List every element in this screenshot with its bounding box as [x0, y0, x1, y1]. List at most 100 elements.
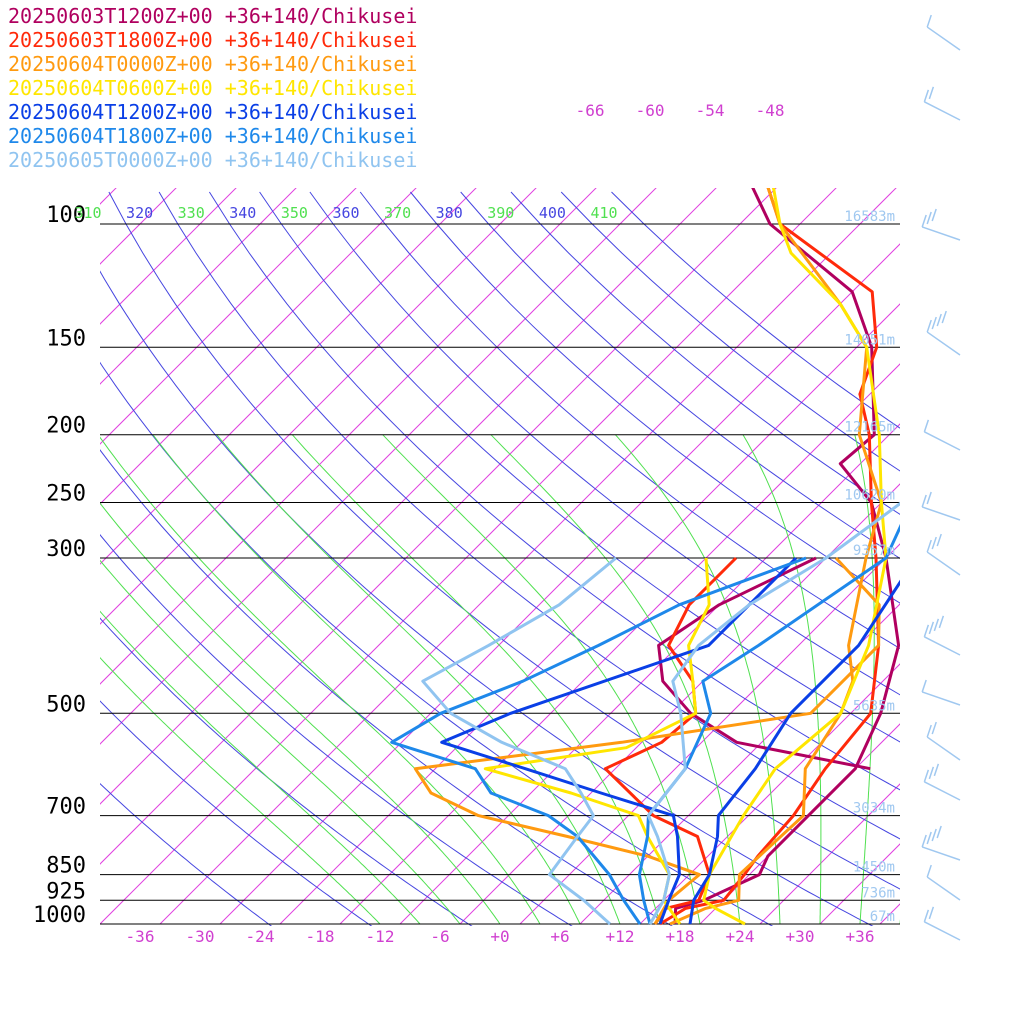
- height-label: 10620m: [844, 488, 895, 504]
- wind-barb-staff: [924, 781, 961, 801]
- wind-barb: [926, 533, 961, 576]
- pressure-label: 100: [46, 203, 86, 228]
- temperature-line: [688, 579, 900, 925]
- isotherm-line: [100, 188, 657, 745]
- isotherm-label: -54: [696, 101, 725, 120]
- height-label: 14051m: [844, 332, 895, 348]
- wind-barb-feather: [928, 621, 935, 635]
- wind-barb: [926, 310, 961, 356]
- isotherm-line: [100, 188, 417, 505]
- dewpoint-line: [421, 556, 617, 926]
- legend: 20250603T1200Z+00 +36+140/Chikusei 202506…: [8, 4, 417, 172]
- wind-barb-staff: [926, 551, 961, 576]
- isotherm-line: [639, 663, 900, 925]
- pressure-label: 250: [46, 482, 86, 507]
- isotherm-line: [100, 188, 537, 625]
- wind-barb-staff: [924, 921, 961, 941]
- wind-barbs: [921, 14, 961, 941]
- x-tick-label: +6: [550, 927, 569, 946]
- pressure-label: 200: [46, 414, 86, 439]
- height-label: 9357m: [853, 543, 895, 559]
- dewpoint-line: [603, 556, 738, 925]
- wind-barb: [923, 763, 961, 801]
- wind-barb: [923, 86, 961, 121]
- dewpoint-line: [390, 556, 807, 925]
- x-tick-label: +24: [726, 927, 755, 946]
- wind-barb-feather: [921, 834, 927, 848]
- moist-adiabat-line: [100, 610, 421, 925]
- theta-label: 400: [539, 204, 566, 222]
- wind-barb-feather: [923, 89, 930, 103]
- x-tick-label: -30: [186, 927, 215, 946]
- moist-adiabat-line: [216, 434, 621, 925]
- theta-label: 310: [74, 204, 101, 222]
- isobar-lines: [100, 223, 900, 925]
- isotherm-line: [100, 188, 357, 445]
- wind-barb-feather: [923, 419, 930, 433]
- temperature-line: [646, 501, 900, 925]
- dry-adiabat-line: [100, 617, 473, 926]
- isotherm-label: -48: [756, 101, 785, 120]
- height-label: 12165m: [844, 420, 895, 436]
- dry-adiabat-line: [460, 191, 900, 559]
- wind-barb-feather: [933, 618, 940, 632]
- wind-barb-feather: [936, 313, 942, 327]
- x-tick-label: -6: [430, 927, 449, 946]
- dry-adiabat-line: [100, 700, 373, 926]
- isotherm-line: [100, 188, 117, 205]
- x-tick-label: -24: [246, 927, 275, 946]
- dry-adiabat-line: [158, 191, 900, 840]
- wind-barb: [926, 14, 961, 51]
- theta-label: 330: [178, 204, 205, 222]
- legend-entry: 20250603T1200Z+00 +36+140/Chikusei: [8, 4, 418, 28]
- dry-adiabat-line: [100, 783, 273, 926]
- wind-barb-feather: [921, 494, 927, 508]
- isotherm-line: [100, 188, 477, 565]
- isotherm-line: [459, 483, 900, 925]
- isotherm-line: [100, 188, 777, 865]
- dry-adiabat-line: [100, 534, 573, 926]
- height-label: 16583m: [844, 209, 895, 225]
- wind-barb-feather: [931, 536, 937, 550]
- moist-adiabat-line: [100, 559, 461, 925]
- wind-barb-feather: [933, 763, 940, 777]
- wind-barb-feather: [926, 211, 932, 225]
- temperature-line: [673, 188, 900, 925]
- dry-adiabat-line: [359, 191, 900, 650]
- wind-barb-feather: [926, 831, 932, 845]
- isotherm-line: [100, 188, 837, 925]
- wind-barb-feather: [921, 214, 927, 228]
- height-label: 736m: [861, 885, 895, 901]
- isotherm-line: [579, 603, 900, 925]
- height-label: 3034m: [853, 801, 895, 817]
- legend-entry: 20250603T1800Z+00 +36+140/Chikusei: [8, 28, 418, 52]
- x-tick-label: -18: [306, 927, 335, 946]
- moist-adiabat-line: [490, 434, 741, 925]
- axis-labels: 100 16583m 150 14051m 200 12165m 250 10620m 300 9…: [33, 101, 895, 946]
- wind-barb-feather: [926, 724, 932, 738]
- wind-barb-feather: [936, 533, 942, 547]
- wind-barb-feather: [941, 310, 947, 324]
- height-label: 5635m: [853, 698, 895, 714]
- x-tick-label: +30: [786, 927, 815, 946]
- x-tick-label: +12: [606, 927, 635, 946]
- wind-barb: [923, 615, 961, 656]
- wind-barb-feather: [931, 208, 937, 222]
- wind-barb-feather: [931, 828, 937, 842]
- wind-barb-feather: [926, 864, 932, 878]
- wind-barb: [921, 208, 961, 241]
- isotherm-line: [159, 188, 897, 925]
- height-label: 1450m: [853, 860, 895, 876]
- wind-barb-staff: [926, 876, 961, 901]
- isotherm-line: [219, 243, 900, 925]
- theta-label: 370: [384, 204, 411, 222]
- theta-label: 380: [436, 204, 463, 222]
- pressure-label: 150: [46, 326, 86, 351]
- pressure-label: 1000: [33, 903, 86, 928]
- wind-barb-staff: [921, 506, 961, 521]
- wind-barb-feather: [928, 766, 935, 780]
- wind-barb-staff: [926, 736, 961, 761]
- legend-entry: 20250604T1200Z+00 +36+140/Chikusei: [8, 100, 418, 124]
- x-tick-label: +18: [666, 927, 695, 946]
